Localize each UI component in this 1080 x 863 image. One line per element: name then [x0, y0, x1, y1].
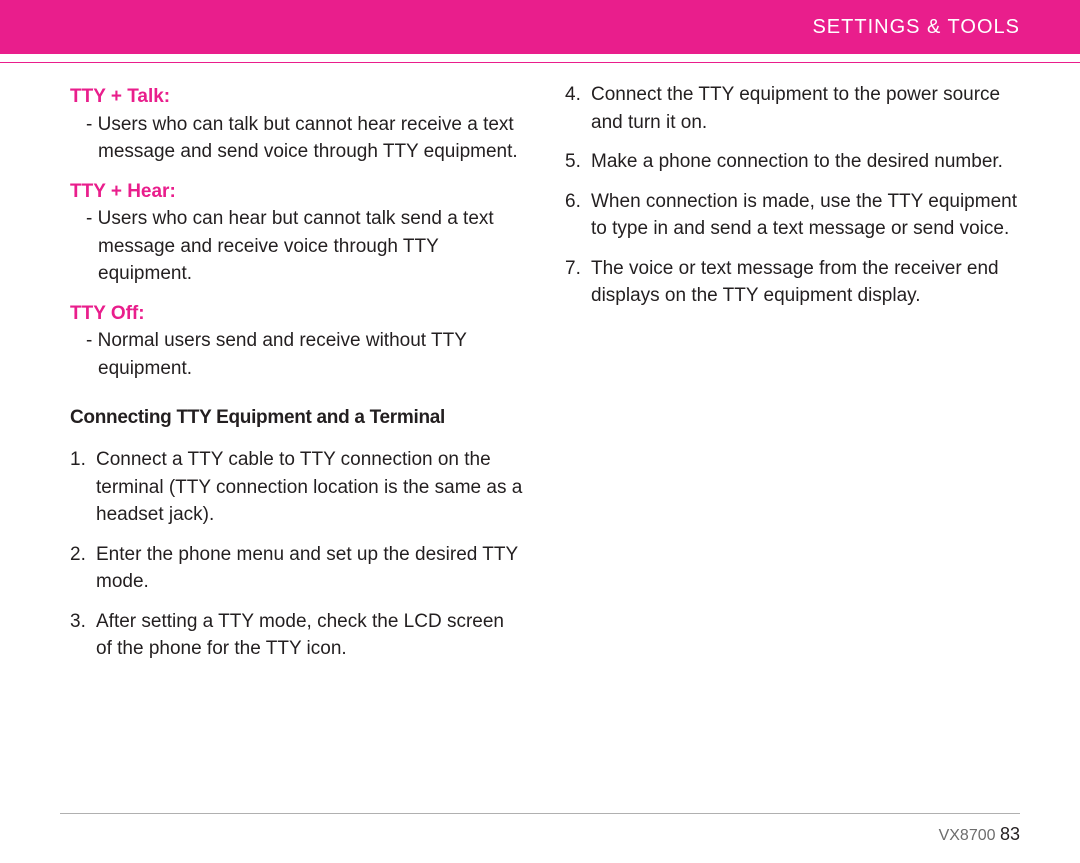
step-text: Connect a TTY cable to TTY connection on… — [96, 446, 525, 529]
mode-heading: TTY + Hear: — [70, 178, 525, 206]
footer: VX8700 83 — [0, 801, 1080, 863]
step-item: 3. After setting a TTY mode, check the L… — [70, 608, 525, 663]
right-column: 4. Connect the TTY equipment to the powe… — [565, 81, 1020, 675]
left-column: TTY + Talk: - Users who can talk but can… — [70, 81, 525, 675]
step-number: 7. — [565, 255, 591, 310]
step-item: 4. Connect the TTY equipment to the powe… — [565, 81, 1020, 136]
mode-heading: TTY + Talk: — [70, 83, 525, 111]
header-title: SETTINGS & TOOLS — [812, 16, 1020, 39]
step-text: When connection is made, use the TTY equ… — [591, 188, 1020, 243]
header-bar: SETTINGS & TOOLS — [0, 0, 1080, 54]
mode-desc: - Normal users send and receive without … — [70, 327, 525, 382]
step-item: 1. Connect a TTY cable to TTY connection… — [70, 446, 525, 529]
step-text: The voice or text message from the recei… — [591, 255, 1020, 310]
header-rule-wrap — [0, 54, 1080, 63]
footer-rule — [60, 813, 1020, 814]
step-number: 4. — [565, 81, 591, 136]
step-text: Make a phone connection to the desired n… — [591, 148, 1020, 176]
model-label: VX8700 — [939, 827, 996, 844]
step-item: 2. Enter the phone menu and set up the d… — [70, 541, 525, 596]
step-number: 2. — [70, 541, 96, 596]
step-text: After setting a TTY mode, check the LCD … — [96, 608, 525, 663]
step-item: 6. When connection is made, use the TTY … — [565, 188, 1020, 243]
page-number: 83 — [1000, 824, 1020, 844]
content-area: TTY + Talk: - Users who can talk but can… — [0, 63, 1080, 675]
step-item: 7. The voice or text message from the re… — [565, 255, 1020, 310]
step-number: 6. — [565, 188, 591, 243]
step-number: 3. — [70, 608, 96, 663]
section-heading: Connecting TTY Equipment and a Terminal — [70, 404, 525, 432]
step-text: Enter the phone menu and set up the desi… — [96, 541, 525, 596]
step-number: 5. — [565, 148, 591, 176]
step-text: Connect the TTY equipment to the power s… — [591, 81, 1020, 136]
step-number: 1. — [70, 446, 96, 529]
footer-text: VX8700 83 — [60, 824, 1020, 845]
mode-desc: - Users who can talk but cannot hear rec… — [70, 111, 525, 166]
mode-desc: - Users who can hear but cannot talk sen… — [70, 205, 525, 288]
mode-heading: TTY Off: — [70, 300, 525, 328]
step-item: 5. Make a phone connection to the desire… — [565, 148, 1020, 176]
